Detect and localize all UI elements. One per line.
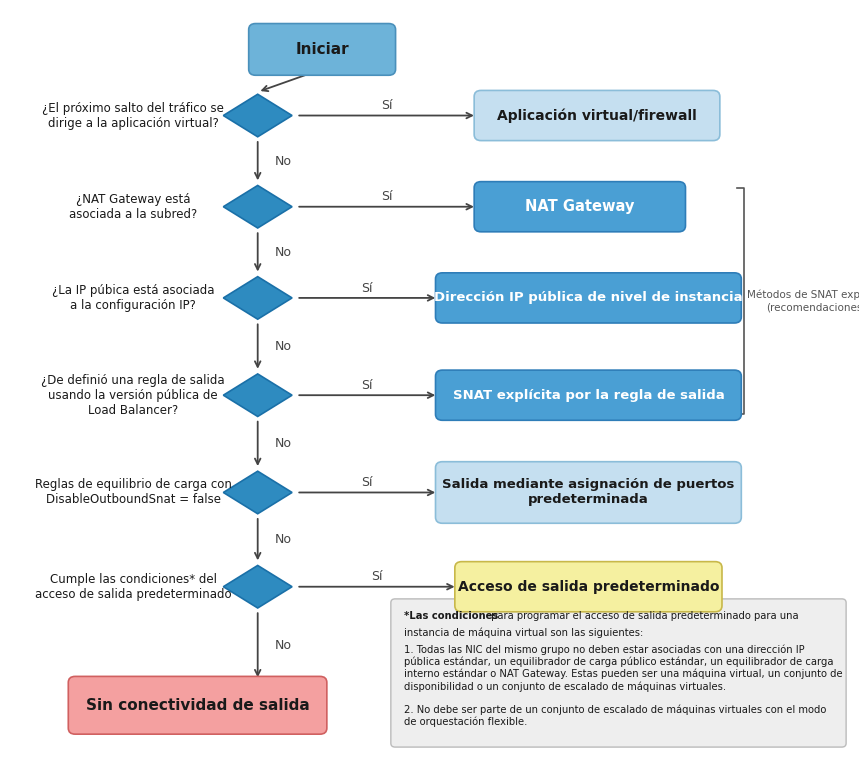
Text: NAT Gateway: NAT Gateway	[525, 199, 635, 214]
FancyBboxPatch shape	[436, 273, 741, 323]
Text: ¿La IP púbica está asociada
a la configuración IP?: ¿La IP púbica está asociada a la configu…	[52, 284, 215, 312]
Polygon shape	[223, 185, 292, 228]
Text: Salida mediante asignación de puertos
predeterminada: Salida mediante asignación de puertos pr…	[442, 479, 734, 506]
Text: ¿NAT Gateway está
asociada a la subred?: ¿NAT Gateway está asociada a la subred?	[69, 193, 198, 220]
Text: Aplicación virtual/firewall: Aplicación virtual/firewall	[497, 108, 697, 123]
Text: ¿De definió una regla de salida
usando la versión pública de
Load Balancer?: ¿De definió una regla de salida usando l…	[41, 374, 225, 416]
Text: Cumple las condiciones* del
acceso de salida predeterminado: Cumple las condiciones* del acceso de sa…	[35, 573, 231, 600]
Text: Acceso de salida predeterminado: Acceso de salida predeterminado	[458, 580, 719, 594]
Text: Sí: Sí	[362, 378, 373, 392]
Polygon shape	[223, 471, 292, 514]
Text: No: No	[275, 245, 292, 259]
Text: 2. No debe ser parte de un conjunto de escalado de máquinas virtuales con el mod: 2. No debe ser parte de un conjunto de e…	[404, 705, 826, 727]
Text: Métodos de SNAT explícita
(recomendaciones): Métodos de SNAT explícita (recomendacion…	[747, 290, 859, 312]
Text: *Las condiciones: *Las condiciones	[404, 611, 498, 621]
Text: No: No	[275, 340, 292, 353]
Text: No: No	[275, 638, 292, 652]
Text: No: No	[275, 533, 292, 546]
FancyBboxPatch shape	[455, 562, 722, 612]
Polygon shape	[223, 565, 292, 608]
Text: Sí: Sí	[362, 281, 373, 295]
Text: ¿El próximo salto del tráfico se
dirige a la aplicación virtual?: ¿El próximo salto del tráfico se dirige …	[42, 102, 224, 129]
Text: instancia de máquina virtual son las siguientes:: instancia de máquina virtual son las sig…	[404, 627, 643, 638]
FancyBboxPatch shape	[69, 676, 326, 734]
Text: 1. Todas las NIC del mismo grupo no deben estar asociadas con una dirección IP
p: 1. Todas las NIC del mismo grupo no debe…	[404, 644, 843, 692]
Text: Sí: Sí	[381, 99, 393, 112]
Text: Reglas de equilibrio de carga con
DisableOutboundSnat = false: Reglas de equilibrio de carga con Disabl…	[34, 479, 232, 506]
Polygon shape	[223, 277, 292, 319]
Text: para programar el acceso de salida predeterminado para una: para programar el acceso de salida prede…	[488, 611, 799, 621]
Text: Sin conectividad de salida: Sin conectividad de salida	[86, 698, 309, 713]
Text: Iniciar: Iniciar	[295, 42, 349, 57]
FancyBboxPatch shape	[391, 599, 846, 747]
Text: No: No	[275, 154, 292, 168]
FancyBboxPatch shape	[249, 24, 395, 75]
FancyBboxPatch shape	[474, 90, 720, 141]
FancyBboxPatch shape	[436, 461, 741, 523]
FancyBboxPatch shape	[436, 370, 741, 420]
Text: Sí: Sí	[371, 570, 382, 584]
Text: Sí: Sí	[362, 476, 373, 489]
Text: No: No	[275, 437, 292, 451]
Polygon shape	[223, 374, 292, 416]
Text: Sí: Sí	[381, 190, 393, 204]
Text: SNAT explícita por la regla de salida: SNAT explícita por la regla de salida	[453, 388, 724, 402]
Polygon shape	[223, 94, 292, 137]
Text: Dirección IP pública de nivel de instancia: Dirección IP pública de nivel de instanc…	[434, 291, 743, 305]
FancyBboxPatch shape	[474, 182, 685, 232]
